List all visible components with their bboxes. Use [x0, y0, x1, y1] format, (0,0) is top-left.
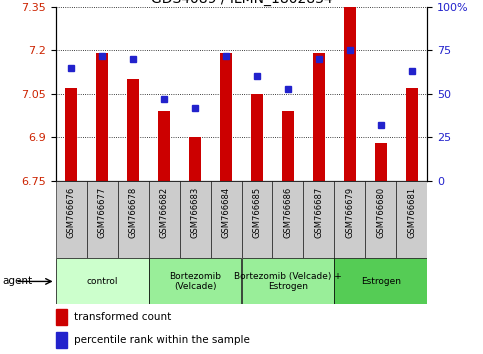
- Bar: [149, 181, 180, 258]
- Bar: [86, 181, 117, 258]
- Text: GSM766683: GSM766683: [190, 187, 199, 238]
- Bar: [334, 258, 427, 304]
- Bar: [406, 88, 418, 181]
- Bar: [158, 111, 170, 181]
- Text: GSM766682: GSM766682: [159, 187, 169, 238]
- Bar: [366, 181, 397, 258]
- Bar: [303, 181, 334, 258]
- Bar: [242, 258, 334, 304]
- Bar: [65, 88, 77, 181]
- Bar: [313, 53, 325, 181]
- Bar: [56, 309, 67, 325]
- Text: control: control: [86, 277, 118, 286]
- Text: GSM766685: GSM766685: [253, 187, 261, 238]
- Bar: [397, 181, 427, 258]
- Bar: [242, 181, 272, 258]
- Bar: [211, 181, 242, 258]
- Text: GSM766678: GSM766678: [128, 187, 138, 238]
- Bar: [127, 79, 139, 181]
- Text: GSM766684: GSM766684: [222, 187, 230, 238]
- Text: transformed count: transformed count: [74, 312, 171, 322]
- Text: GSM766681: GSM766681: [408, 187, 416, 238]
- Bar: [180, 181, 211, 258]
- Bar: [149, 258, 242, 304]
- Text: GSM766687: GSM766687: [314, 187, 324, 238]
- Text: GSM766676: GSM766676: [67, 187, 75, 238]
- Bar: [117, 181, 149, 258]
- Bar: [96, 53, 108, 181]
- Text: Bortezomib
(Velcade): Bortezomib (Velcade): [169, 272, 221, 291]
- Bar: [56, 181, 86, 258]
- Text: GSM766677: GSM766677: [98, 187, 107, 238]
- Bar: [220, 53, 232, 181]
- Bar: [282, 111, 294, 181]
- Bar: [272, 181, 303, 258]
- Text: GSM766680: GSM766680: [376, 187, 385, 238]
- Bar: [56, 258, 149, 304]
- Bar: [251, 94, 263, 181]
- Text: Bortezomib (Velcade) +
Estrogen: Bortezomib (Velcade) + Estrogen: [234, 272, 342, 291]
- Bar: [189, 137, 201, 181]
- Bar: [56, 332, 67, 348]
- Bar: [344, 7, 356, 181]
- Bar: [334, 181, 366, 258]
- Text: percentile rank within the sample: percentile rank within the sample: [74, 335, 250, 346]
- Text: GSM766679: GSM766679: [345, 187, 355, 238]
- Text: Estrogen: Estrogen: [361, 277, 401, 286]
- Text: agent: agent: [2, 276, 32, 286]
- Bar: [375, 143, 387, 181]
- Title: GDS4089 / ILMN_1802834: GDS4089 / ILMN_1802834: [151, 0, 332, 6]
- Text: GSM766686: GSM766686: [284, 187, 293, 238]
